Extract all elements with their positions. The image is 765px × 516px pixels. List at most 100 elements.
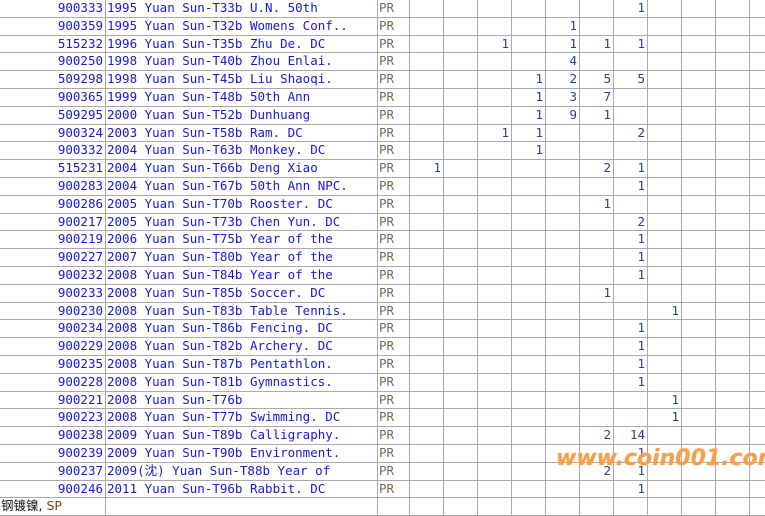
cell-count-4[interactable] [546,320,580,338]
cell-count-0[interactable] [410,373,444,391]
cell-count-9[interactable] [716,142,750,160]
cell-count-10[interactable] [750,266,765,284]
cell-count-2[interactable] [478,373,512,391]
cell-count-8[interactable] [682,409,716,427]
cell-count-7[interactable] [648,0,682,17]
cell-count-9[interactable] [716,444,750,462]
cell-count-4[interactable] [546,355,580,373]
cell-count-1[interactable] [444,213,478,231]
cell-count-8[interactable] [682,17,716,35]
cell-count-3[interactable] [512,373,546,391]
cell-count-1[interactable] [444,302,478,320]
cell-count-7[interactable] [648,284,682,302]
cell-description[interactable]: 2004 Yuan Sun-T67b 50th Ann NPC. [106,177,378,195]
cell-count-10[interactable] [750,213,765,231]
cell-count-3[interactable] [512,409,546,427]
cell-count-2[interactable] [478,71,512,89]
cell-count-10[interactable] [750,320,765,338]
cell-count-0[interactable] [410,71,444,89]
cell-count-1[interactable] [444,373,478,391]
cell-count-7[interactable] [648,480,682,498]
cell-count-5[interactable] [580,53,614,71]
cell-count-2[interactable] [478,480,512,498]
cell-count-2[interactable] [478,142,512,160]
cell-count-9[interactable] [716,35,750,53]
cell-count-2[interactable] [478,213,512,231]
cell-description[interactable]: 2008 Yuan Sun-T81b Gymnastics. [106,373,378,391]
cell-grade-type[interactable]: PR [378,213,410,231]
cell-count-4[interactable] [546,462,580,480]
cell-count-8[interactable] [682,480,716,498]
cell-count-5[interactable] [580,409,614,427]
cell-grade-type[interactable]: PR [378,160,410,178]
cell-count-1[interactable] [444,284,478,302]
cell-count-4[interactable] [546,124,580,142]
cell-count-1[interactable] [444,160,478,178]
cell-count-4[interactable]: 4 [546,53,580,71]
cell-count-3[interactable]: 1 [512,106,546,124]
cell-count-7[interactable] [648,213,682,231]
cell-count-7[interactable] [648,231,682,249]
cell-count-2[interactable] [478,444,512,462]
cell-grade-type[interactable]: PR [378,444,410,462]
cell-count-1[interactable] [444,338,478,356]
cell-count-9[interactable] [716,284,750,302]
cell-count-1[interactable] [444,17,478,35]
cell-count-1[interactable] [444,0,478,17]
cell-count-8[interactable] [682,462,716,480]
cell-count-8[interactable] [682,195,716,213]
cell-grade-type[interactable]: PR [378,0,410,17]
cell-count-8[interactable] [682,160,716,178]
cell-count-7[interactable] [648,320,682,338]
cell-count-5[interactable]: 1 [580,106,614,124]
cell-count-0[interactable]: 1 [410,160,444,178]
cell-count-10[interactable] [750,0,765,17]
cell-count-4[interactable] [546,142,580,160]
cell-count-9[interactable] [716,124,750,142]
cell-count-0[interactable] [410,142,444,160]
cell-count-0[interactable] [410,320,444,338]
cell-count-9[interactable] [716,177,750,195]
cell-count-3[interactable] [512,266,546,284]
cell-grade-type[interactable]: PR [378,106,410,124]
cell-count-4[interactable] [546,409,580,427]
cell-count-0[interactable] [410,462,444,480]
cell-count-2[interactable] [478,231,512,249]
cell-catalog-id[interactable]: 900229 [0,338,106,356]
cell-grade-type[interactable]: PR [378,266,410,284]
cell-description[interactable]: 2006 Yuan Sun-T75b Year of the [106,231,378,249]
cell-count-5[interactable] [580,266,614,284]
cell-grade-type[interactable]: PR [378,249,410,267]
cell-count-8[interactable] [682,266,716,284]
cell-count-4[interactable] [546,231,580,249]
cell-count-10[interactable] [750,35,765,53]
cell-description[interactable]: 2008 Yuan Sun-T84b Year of the [106,266,378,284]
cell-count-6[interactable]: 1 [614,462,648,480]
cell-count-10[interactable] [750,88,765,106]
cell-count-5[interactable] [580,480,614,498]
cell-count-9[interactable] [716,88,750,106]
cell-catalog-id[interactable]: 900234 [0,320,106,338]
cell-count-6[interactable]: 1 [614,177,648,195]
cell-count-9[interactable] [716,17,750,35]
cell-count-2[interactable] [478,462,512,480]
cell-count-6[interactable] [614,53,648,71]
cell-count-0[interactable] [410,444,444,462]
cell-count-9[interactable] [716,355,750,373]
cell-description[interactable]: 2003 Yuan Sun-T58b Ram. DC [106,124,378,142]
cell-count-8[interactable] [682,391,716,409]
cell-count-5[interactable] [580,444,614,462]
cell-count-3[interactable] [512,427,546,445]
cell-count-2[interactable] [478,338,512,356]
cell-count-6[interactable] [614,195,648,213]
